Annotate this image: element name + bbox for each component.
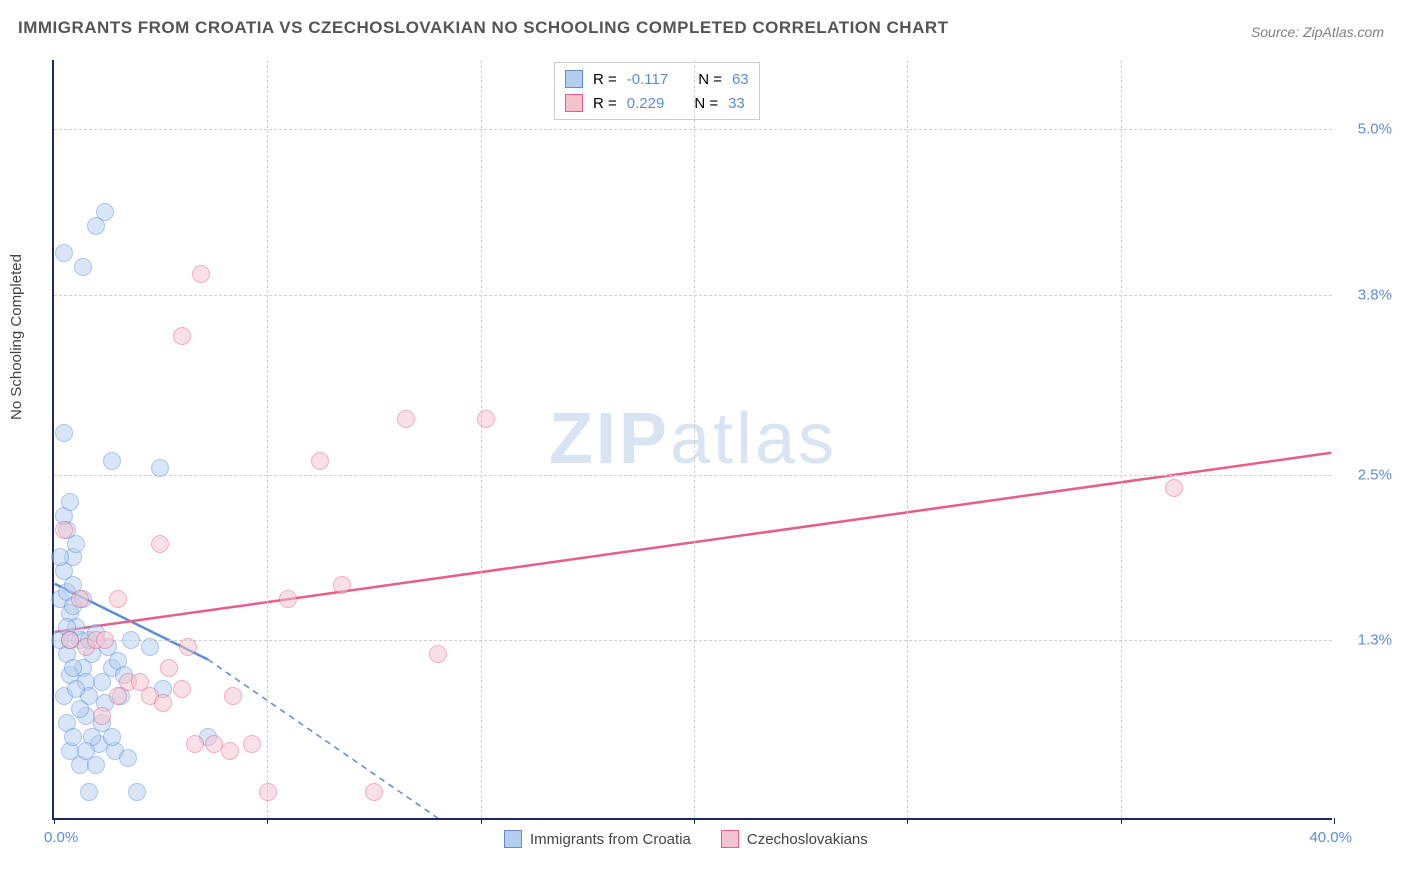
data-point: [477, 410, 495, 428]
trend-line-extrapolated: [208, 660, 438, 818]
data-point: [128, 783, 146, 801]
legend-label-czech: Czechoslovakians: [747, 831, 868, 848]
y-tick-label: 2.5%: [1358, 466, 1392, 483]
data-point: [103, 452, 121, 470]
x-tick-mark: [267, 818, 268, 824]
gridline-vertical: [694, 60, 695, 818]
n-value-croatia: 63: [732, 71, 749, 88]
data-point: [179, 638, 197, 656]
gridline-horizontal: [54, 640, 1332, 641]
gridline-horizontal: [54, 475, 1332, 476]
watermark-bold: ZIP: [549, 399, 670, 479]
data-point: [333, 576, 351, 594]
data-point: [71, 700, 89, 718]
x-axis-max-label: 40.0%: [1309, 829, 1352, 846]
data-point: [154, 694, 172, 712]
x-tick-mark: [1121, 818, 1122, 824]
y-axis-label: No Schooling Completed: [8, 254, 25, 420]
data-point: [186, 735, 204, 753]
data-point: [221, 742, 239, 760]
plot-area: ZIPatlas R = -0.117 N = 63 R = 0.229 N =…: [52, 60, 1332, 820]
data-point: [119, 749, 137, 767]
data-point: [365, 783, 383, 801]
r-label-croatia: R =: [593, 71, 617, 88]
data-point: [71, 590, 89, 608]
trend-lines-layer: [54, 60, 1332, 818]
gridline-vertical: [907, 60, 908, 818]
n-label-croatia: N =: [698, 71, 722, 88]
y-tick-label: 5.0%: [1358, 121, 1392, 138]
data-point: [96, 631, 114, 649]
data-point: [141, 638, 159, 656]
data-point: [192, 265, 210, 283]
gridline-vertical: [267, 60, 268, 818]
data-point: [93, 707, 111, 725]
x-tick-mark: [907, 818, 908, 824]
chart-title: IMMIGRANTS FROM CROATIA VS CZECHOSLOVAKI…: [18, 18, 949, 38]
source-attribution: Source: ZipAtlas.com: [1251, 24, 1384, 40]
data-point: [80, 783, 98, 801]
y-tick-label: 3.8%: [1358, 286, 1392, 303]
y-tick-label: 1.3%: [1358, 632, 1392, 649]
legend-row-croatia: R = -0.117 N = 63: [565, 67, 749, 91]
x-tick-mark: [481, 818, 482, 824]
data-point: [103, 728, 121, 746]
data-point: [160, 659, 178, 677]
n-label-czech: N =: [694, 95, 718, 112]
legend-row-czech: R = 0.229 N = 33: [565, 91, 749, 115]
legend-label-croatia: Immigrants from Croatia: [530, 831, 691, 848]
data-point: [429, 645, 447, 663]
data-point: [259, 783, 277, 801]
gridline-horizontal: [54, 129, 1332, 130]
x-tick-mark: [54, 818, 55, 824]
swatch-bottom-czech: [721, 830, 739, 848]
watermark-light: atlas: [670, 399, 837, 479]
data-point: [397, 410, 415, 428]
series-legend: Immigrants from Croatia Czechoslovakians: [504, 830, 868, 848]
data-point: [109, 590, 127, 608]
data-point: [55, 244, 73, 262]
data-point: [64, 659, 82, 677]
x-tick-mark: [1334, 818, 1335, 824]
data-point: [55, 521, 73, 539]
data-point: [67, 680, 85, 698]
data-point: [109, 687, 127, 705]
trend-line: [55, 453, 1332, 632]
legend-item-croatia: Immigrants from Croatia: [504, 830, 691, 848]
data-point: [279, 590, 297, 608]
data-point: [151, 459, 169, 477]
data-point: [1165, 479, 1183, 497]
n-value-czech: 33: [728, 95, 745, 112]
data-point: [173, 680, 191, 698]
r-value-czech: 0.229: [627, 95, 665, 112]
gridline-vertical: [1121, 60, 1122, 818]
data-point: [67, 535, 85, 553]
gridline-vertical: [481, 60, 482, 818]
data-point: [87, 756, 105, 774]
data-point: [74, 258, 92, 276]
r-label-czech: R =: [593, 95, 617, 112]
swatch-bottom-croatia: [504, 830, 522, 848]
swatch-croatia: [565, 70, 583, 88]
x-tick-mark: [694, 818, 695, 824]
data-point: [151, 535, 169, 553]
r-value-croatia: -0.117: [627, 71, 668, 88]
correlation-legend: R = -0.117 N = 63 R = 0.229 N = 33: [554, 62, 760, 120]
watermark: ZIPatlas: [549, 398, 837, 480]
data-point: [51, 548, 69, 566]
chart-container: IMMIGRANTS FROM CROATIA VS CZECHOSLOVAKI…: [0, 0, 1406, 892]
legend-item-czech: Czechoslovakians: [721, 830, 868, 848]
data-point: [61, 493, 79, 511]
x-axis-min-label: 0.0%: [44, 829, 78, 846]
swatch-czech: [565, 94, 583, 112]
data-point: [243, 735, 261, 753]
data-point: [173, 327, 191, 345]
data-point: [55, 424, 73, 442]
gridline-horizontal: [54, 295, 1332, 296]
data-point: [224, 687, 242, 705]
data-point: [311, 452, 329, 470]
data-point: [122, 631, 140, 649]
data-point: [87, 217, 105, 235]
